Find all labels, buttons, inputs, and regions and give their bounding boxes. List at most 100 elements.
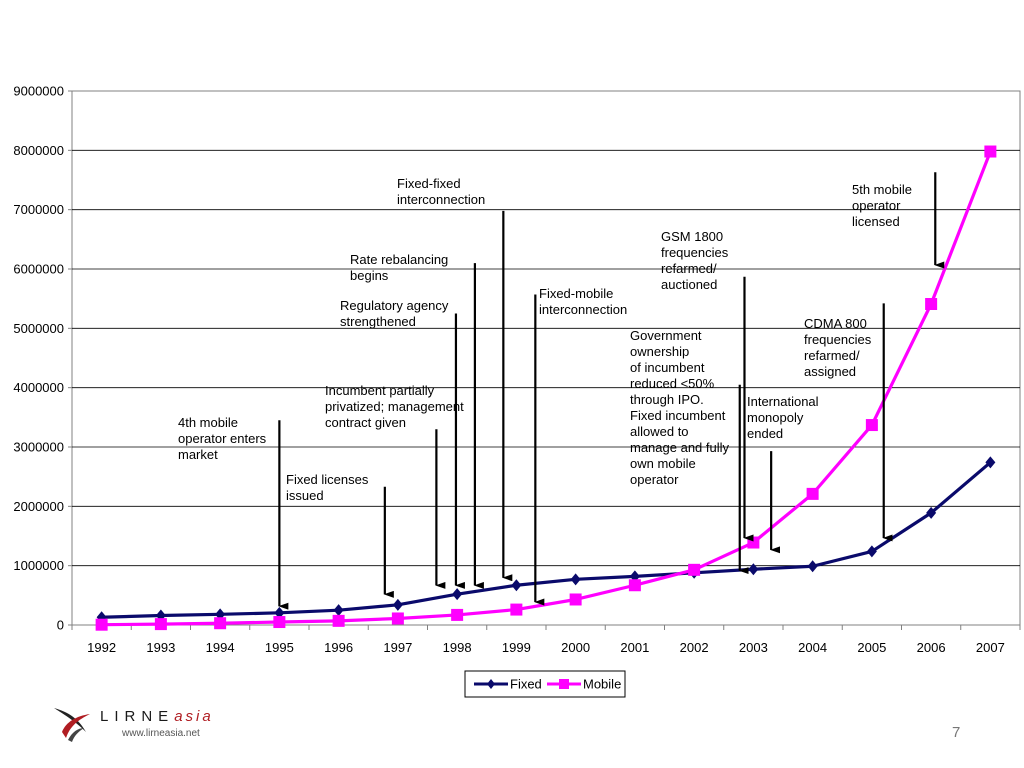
data-point-mobile [806, 487, 819, 500]
data-point-mobile [214, 617, 227, 630]
annotation-text: 4th mobile [178, 415, 238, 430]
y-tick-label: 8000000 [13, 143, 64, 158]
annotation-text: ended [747, 426, 783, 441]
annotation-text: allowed to [630, 424, 689, 439]
x-tick-label: 1992 [87, 640, 116, 655]
annotation-text: through IPO. [630, 392, 704, 407]
annotation-text: issued [286, 488, 324, 503]
annotation-text: monopoly [747, 410, 804, 425]
x-tick-label: 2004 [798, 640, 827, 655]
series-fixed [96, 456, 996, 624]
annotation-text: frequencies [661, 245, 729, 260]
series-group [95, 145, 997, 631]
data-point-mobile [273, 616, 286, 629]
annotation-text: assigned [804, 364, 856, 379]
x-tick-label: 1997 [383, 640, 412, 655]
x-tick-label: 2005 [857, 640, 886, 655]
x-tick-label: 1998 [443, 640, 472, 655]
data-point-mobile [688, 563, 701, 576]
annotation-text: own mobile [630, 456, 696, 471]
annotation-text: Rate rebalancing [350, 252, 448, 267]
x-tick-label: 1999 [502, 640, 531, 655]
legend-marker-mobile [559, 679, 569, 689]
series-line-fixed [101, 461, 992, 619]
x-tick-label: 2000 [561, 640, 590, 655]
annotation-text: operator [852, 198, 901, 213]
legend-label-fixed: Fixed [510, 677, 542, 692]
y-tick-label: 9000000 [13, 84, 64, 99]
annotation-text: begins [350, 268, 389, 283]
annotation-text: Fixed incumbent [630, 408, 726, 423]
logo-url: www.lirneasia.net [122, 728, 200, 739]
slide-number: 7 [952, 724, 961, 741]
annotation-text: Fixed licenses [286, 472, 369, 487]
logo-brand: LIRNE [100, 708, 175, 725]
annotation-text: Fixed-mobile [539, 286, 613, 301]
y-tick-label: 5000000 [13, 321, 64, 336]
y-tick-label: 4000000 [13, 380, 64, 395]
annotation-text: Government [630, 328, 702, 343]
annotation-text: strengthened [340, 314, 416, 329]
y-tick-label: 1000000 [13, 558, 64, 573]
legend-label-mobile: Mobile [583, 677, 621, 692]
annotation-text: auctioned [661, 277, 717, 292]
data-point-fixed [452, 588, 463, 601]
logo-text: LIRNEasia www.lirneasia.net [100, 708, 214, 739]
annotation-text: interconnection [539, 302, 627, 317]
y-tick-label: 7000000 [13, 202, 64, 217]
annotation-text: contract given [325, 415, 406, 430]
lirneasia-logo-icon [54, 708, 90, 742]
annotation-text: Incumbent partially [325, 383, 435, 398]
annotation-text: manage and fully [630, 440, 730, 455]
grid-lines [72, 149, 1020, 567]
data-point-fixed [985, 456, 996, 469]
annotation-text: interconnection [397, 192, 485, 207]
series-line-mobile [101, 150, 992, 627]
annotation-text: frequencies [804, 332, 872, 347]
y-tick-label: 6000000 [13, 262, 64, 277]
x-tick-label: 2002 [680, 640, 709, 655]
annotation-text: Fixed-fixed [397, 176, 461, 191]
data-point-fixed [807, 560, 818, 573]
data-point-mobile [154, 618, 167, 631]
plot-area [71, 90, 1021, 626]
x-tick-label: 2007 [976, 640, 1005, 655]
data-point-fixed [274, 606, 285, 619]
annotation-text: ownership [630, 344, 689, 359]
annotation-text: market [178, 447, 218, 462]
x-tick-label: 2006 [917, 640, 946, 655]
y-tick-label: 3000000 [13, 440, 64, 455]
x-tick-label: 1995 [265, 640, 294, 655]
annotation-text: GSM 1800 [661, 229, 723, 244]
data-point-mobile [865, 419, 878, 432]
data-point-mobile [95, 618, 108, 631]
y-axis: 0 1000000 2000000 3000000 4000000 5000000 6000… [13, 84, 72, 633]
x-tick-label: 2001 [620, 640, 649, 655]
data-point-fixed [748, 563, 759, 576]
annotation-text: operator [630, 472, 679, 487]
annotation-text: International [747, 394, 819, 409]
data-point-mobile [391, 612, 404, 625]
data-point-fixed [866, 545, 877, 558]
data-point-fixed [570, 573, 581, 586]
data-point-fixed [392, 598, 403, 611]
data-point-fixed [926, 506, 937, 519]
data-point-mobile [747, 536, 760, 549]
annotation-text: of incumbent [630, 360, 705, 375]
annotation-text: operator enters [178, 431, 267, 446]
data-point-mobile [984, 145, 997, 158]
logo-brand-suffix: asia [174, 708, 214, 725]
